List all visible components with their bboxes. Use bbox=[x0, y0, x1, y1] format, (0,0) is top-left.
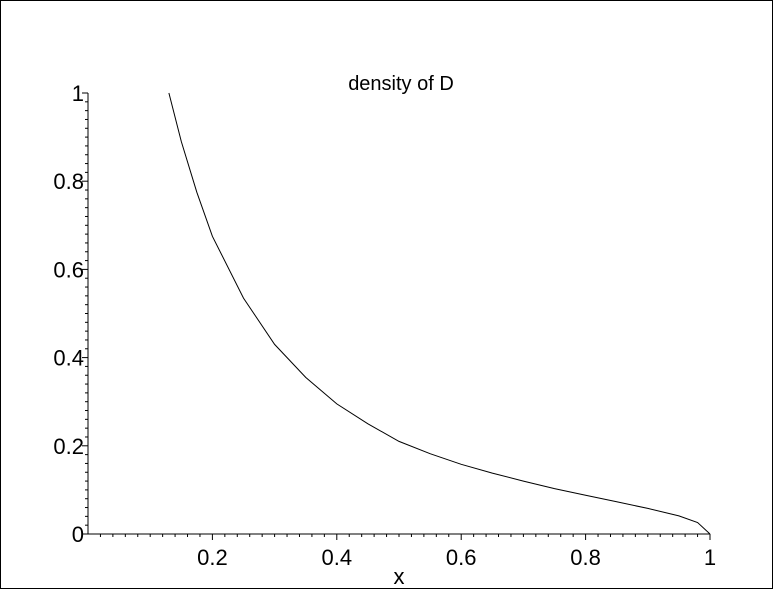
x-tick-label: 0.4 bbox=[322, 545, 353, 570]
x-axis-label: x bbox=[394, 564, 405, 588]
series-line-0 bbox=[168, 92, 711, 535]
y-tick-label: 1 bbox=[72, 81, 84, 106]
y-tick-label: 0.8 bbox=[53, 169, 84, 194]
series-group bbox=[168, 92, 711, 535]
x-tick-label: 0.2 bbox=[197, 545, 228, 570]
x-axis: 0.2 0.4 0.6 0.8 1 bbox=[88, 533, 716, 570]
y-tick-label: 0.4 bbox=[53, 346, 84, 371]
y-tick-label: 0.2 bbox=[53, 434, 84, 459]
y-tick-label: 0.6 bbox=[53, 257, 84, 282]
chart-title: density of D bbox=[348, 73, 454, 95]
y-tick-label: 0 bbox=[72, 522, 84, 547]
x-tick-label: 1 bbox=[704, 545, 716, 570]
y-axis: 0 0.2 0.4 0.6 0.8 1 bbox=[53, 81, 89, 547]
x-tick-label: 0.8 bbox=[570, 545, 601, 570]
x-tick-label: 0.6 bbox=[446, 545, 477, 570]
